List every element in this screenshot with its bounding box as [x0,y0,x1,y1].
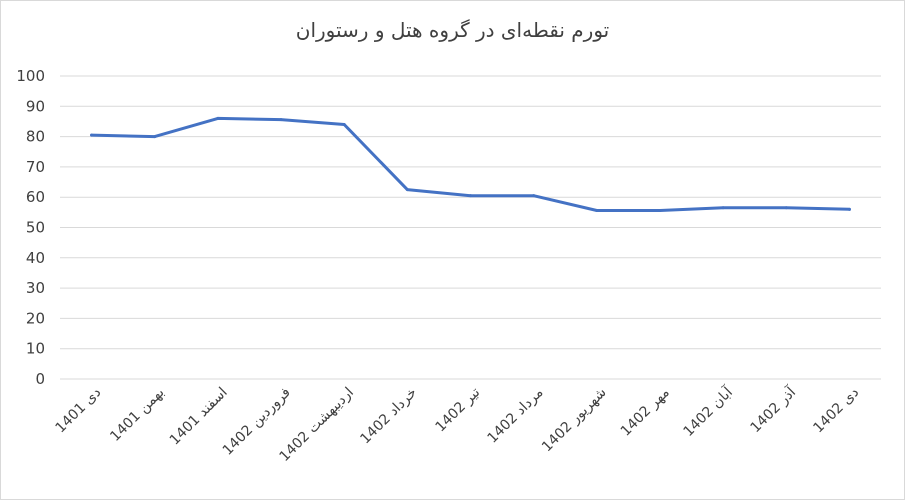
y-tick-label: 100 [16,67,45,85]
y-tick-label: 50 [26,219,45,237]
gridlines [60,75,881,380]
x-tick-label: خرداد 1402 [357,385,420,448]
data-point [216,116,220,120]
data-point [532,194,536,198]
x-tick-label: بهمن 1401 [107,385,167,445]
data-point [153,135,157,139]
x-tick-label: دی 1402 [810,385,862,437]
chart-title: تورم نقطه‌ای در گروه هتل و رستوران [295,18,610,42]
y-tick-label: 10 [26,340,45,358]
x-tick-label: آذر 1402 [747,383,800,436]
y-axis-tick-labels: 0 10 20 30 40 50 60 70 80 90 100 [16,67,45,388]
x-tick-label: مهر 1402 [618,385,673,440]
x-tick-label: آبان 1402 [680,383,737,440]
x-tick-label: تیر 1402 [432,384,483,435]
y-tick-label: 90 [26,97,45,115]
data-point [784,206,788,210]
data-point [595,209,599,213]
data-point [658,209,662,213]
x-tick-label: اسفند 1401 [167,385,231,449]
y-tick-label: 60 [26,188,45,206]
x-tick-label: مرداد 1402 [484,385,546,447]
data-point [469,194,472,198]
data-point [279,118,283,122]
data-point [342,122,346,126]
y-tick-label: 40 [26,249,45,267]
y-tick-label: 0 [35,370,45,388]
series-layer [90,116,851,213]
data-point [405,188,409,192]
y-tick-label: 70 [26,158,45,176]
y-tick-label: 20 [26,309,45,327]
data-point [847,207,851,211]
data-point [90,133,94,137]
y-tick-label: 30 [26,279,45,297]
data-point [721,206,725,210]
x-tick-label: شهریور 1402 [539,385,610,456]
x-tick-label: دی 1401 [53,385,105,437]
y-tick-label: 80 [26,128,45,146]
